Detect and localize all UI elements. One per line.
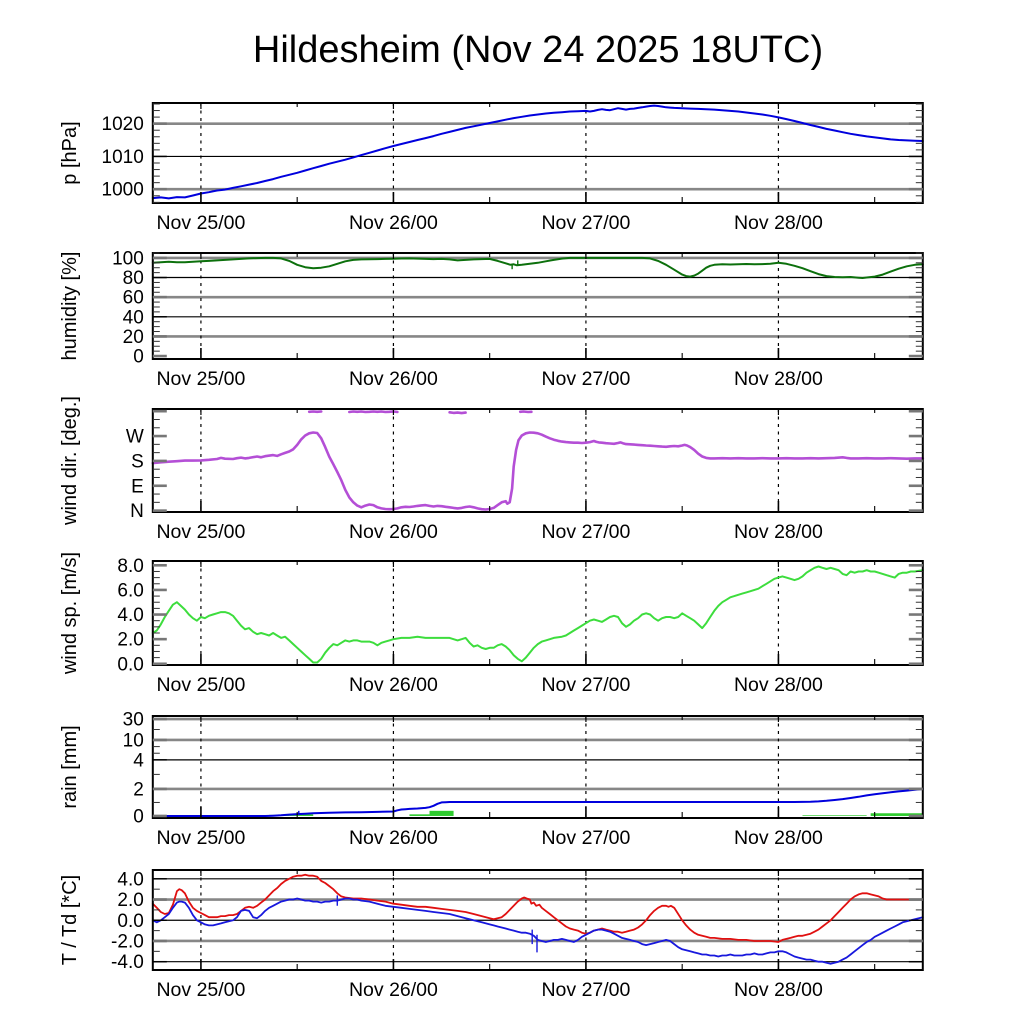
y-axis-label-humidity: humidity [%] [59,252,81,361]
y-tick-label: 2.0 [117,890,143,911]
x-tick-label: Nov 26/00 [349,674,438,696]
x-tick-label: Nov 25/00 [156,979,245,1001]
wind-direction-north-band-3-line [448,411,467,415]
rain-bar [802,815,867,816]
y-axis-label-wind-direction: wind dir. [deg.] [59,396,81,526]
panel-pressure: 1000 1010 1020 Nov 25/00 Nov 26/00 Nov 27/00 N… [59,102,924,234]
y-tick-label: 20 [123,327,144,348]
x-tick-label: Nov 25/00 [156,827,245,849]
y-tick-label: 4.0 [117,869,143,890]
y-tick-label: 80 [123,268,144,289]
panel-border [151,560,924,666]
chart-title: Hildesheim (Nov 24 2025 18UTC) [253,29,823,71]
x-tick-label: Nov 26/00 [349,827,438,849]
y-tick-label: 8.0 [117,556,143,577]
x-tick-label: Nov 28/00 [734,979,823,1001]
panel-border [151,715,924,819]
panel-temperature: -4.0-2.00.02.04.0 Nov 25/00 Nov 26/00 Nov 2… [59,869,924,1001]
temperature-line [151,873,924,943]
y-tick-label: W [126,427,144,448]
y-axis-label-wind-speed: wind sp. [m/s] [59,552,81,675]
y-tick-label: 1000 [102,180,144,201]
rain-bar [429,810,454,816]
x-tick-label: Nov 27/00 [541,212,630,234]
panel-border [151,252,924,360]
x-tick-label: Nov 28/00 [734,368,823,390]
y-tick-label: 0.0 [117,911,143,932]
y-tick-label: 1010 [102,147,144,168]
x-tick-label: Nov 27/00 [541,521,630,543]
x-tick-label: Nov 26/00 [349,368,438,390]
dewpoint-line [151,897,924,965]
y-tick-label: 0.0 [117,654,143,675]
x-tick-label: Nov 27/00 [541,979,630,1001]
panel-wind-speed: 0.0 2.0 4.0 6.0 8.0 Nov 25/00 Nov 26/00 Nov 27/… [59,552,924,696]
y-tick-label: -2.0 [111,931,144,952]
pressure-line [151,104,924,200]
x-tick-label: Nov 26/00 [349,979,438,1001]
x-tick-label: Nov 28/00 [734,674,823,696]
y-tick-label: S [131,451,144,472]
x-tick-label: Nov 28/00 [734,827,823,849]
x-tick-label: Nov 27/00 [541,827,630,849]
x-tick-label: Nov 27/00 [541,368,630,390]
y-tick-label: 10 [123,730,144,751]
y-tick-label: 100 [112,248,144,269]
y-tick-label: 0 [133,347,144,368]
y-tick-label: 6.0 [117,580,143,601]
x-tick-label: Nov 25/00 [156,212,245,234]
wind-direction-main-line [151,431,925,511]
x-tick-label: Nov 27/00 [541,674,630,696]
panel-border [151,102,924,204]
wind-direction-north-band-2-line [348,410,399,414]
y-tick-label: 60 [123,288,144,309]
x-tick-label: Nov 26/00 [349,212,438,234]
y-tick-label: 4 [133,750,144,771]
y-tick-label: 1020 [102,114,144,135]
rain-bar [289,814,314,816]
x-tick-label: Nov 25/00 [156,521,245,543]
y-tick-label: -4.0 [111,952,144,973]
panel-border [151,408,924,513]
x-tick-label: Nov 25/00 [156,368,245,390]
y-tick-label: N [130,501,144,522]
wind-direction-north-band-4-line [518,410,533,414]
y-tick-label: 2 [133,779,144,800]
wind-speed-line [151,565,924,664]
humidity-line [151,256,924,279]
rain-bar [409,814,430,816]
x-tick-label: Nov 28/00 [734,212,823,234]
rain-accumulated-line [151,787,924,817]
y-tick-label: 30 [123,710,144,731]
rain-bar [870,813,923,816]
y-axis-label-rain: rain [mm] [59,725,81,808]
y-tick-label: 2.0 [117,630,143,651]
y-axis-label-temperature: T / Td [*C] [59,875,81,965]
x-tick-label: Nov 26/00 [349,521,438,543]
y-tick-label: 0 [133,806,144,827]
y-tick-label: E [131,476,144,497]
x-tick-label: Nov 28/00 [734,521,823,543]
y-tick-label: 40 [123,307,144,328]
x-tick-label: Nov 25/00 [156,674,245,696]
y-axis-label-pressure: p [hPa] [59,121,81,184]
y-tick-label: 4.0 [117,605,143,626]
